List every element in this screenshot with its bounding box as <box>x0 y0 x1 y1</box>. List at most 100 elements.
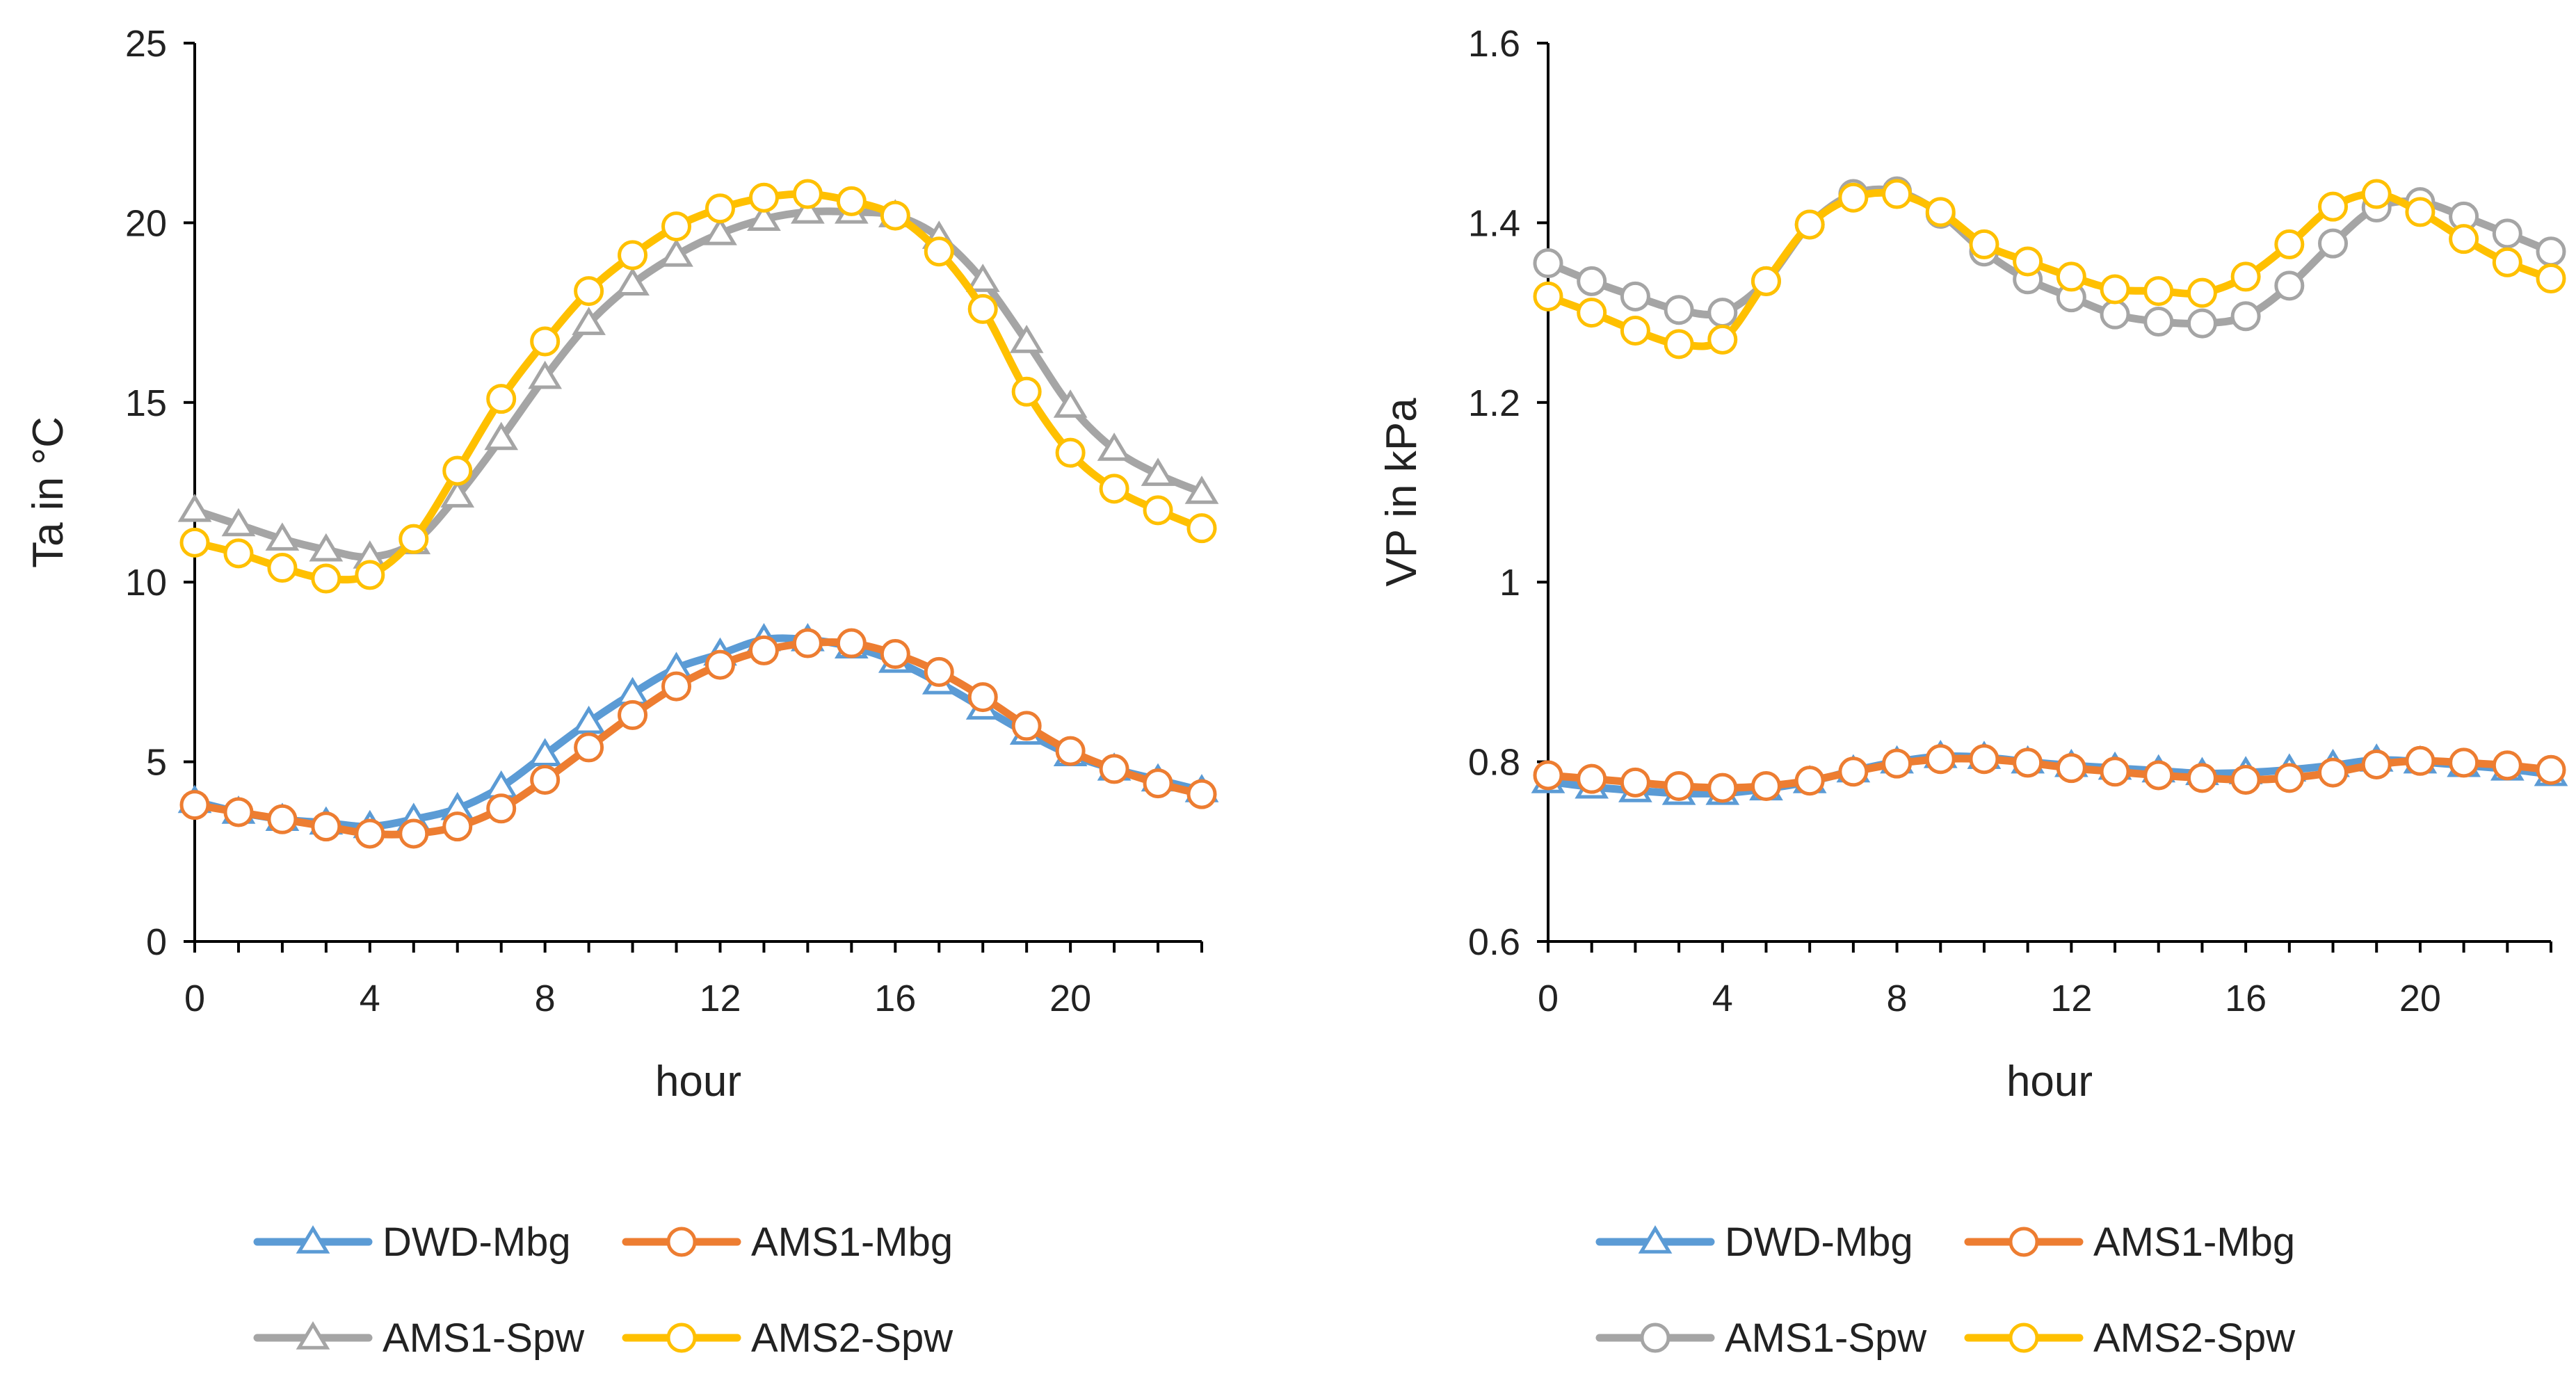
vp-point-ams1-spw <box>1664 295 1694 325</box>
vp-point-ams2-spw <box>2318 191 2349 222</box>
ta-point-ams1-mbg <box>924 656 954 687</box>
vp-point-ams1-spw <box>2274 270 2305 301</box>
ta-x-tick-label: 16 <box>874 978 916 1019</box>
vp-point-ams1-mbg <box>1794 766 1825 796</box>
vp-point-ams2-spw <box>1577 298 1607 328</box>
ta-point-ams1-spw <box>791 195 825 224</box>
ta-point-ams1-spw <box>1053 389 1088 418</box>
ta-point-ams1-mbg <box>574 732 604 763</box>
vp-point-ams2-spw <box>2187 277 2217 308</box>
ta-point-ams1-mbg <box>880 639 910 670</box>
ta-point-ams1-spw <box>221 508 256 537</box>
vp-point-ams2-spw <box>2536 264 2566 294</box>
chart-panel-temperature: 0 5 10 15 20 25 0 4 8 12 16 20 hour Ta in °C <box>24 23 1219 1106</box>
ta-point-ams1-mbg <box>792 628 823 658</box>
vp-point-ams1-mbg <box>1750 770 1781 801</box>
vp-legend-label: AMS1-Spw <box>1725 1316 1927 1361</box>
ta-point-ams1-spw <box>265 522 300 551</box>
vp-point-ams1-mbg <box>2187 763 2217 793</box>
vp-point-ams2-spw <box>2405 197 2436 227</box>
ta-point-ams1-mbg <box>1011 711 1042 741</box>
ta-legend-marker <box>666 1227 697 1257</box>
ta-point-ams1-mbg <box>223 797 254 827</box>
ta-line-dwd-mbg <box>191 634 1206 831</box>
ta-point-ams1-mbg <box>1186 779 1217 809</box>
ta-x-tick-label: 20 <box>1049 978 1091 1019</box>
vp-point-ams1-mbg <box>2449 747 2479 778</box>
ta-line-ams2-spw <box>191 190 1206 584</box>
ta-point-ams2-spw <box>574 276 604 307</box>
vp-line-ams2-spw <box>1544 188 2555 350</box>
vp-legend-marker <box>1640 1323 1671 1353</box>
ta-point-ams2-spw <box>442 455 473 486</box>
ta-point-ams2-spw <box>311 563 341 594</box>
vp-y-tick-label: 1.6 <box>1468 23 1520 65</box>
vp-point-ams1-mbg <box>1838 757 1869 787</box>
vp-point-ams1-mbg <box>2056 753 2086 784</box>
vp-y-tick-label: 0.8 <box>1468 742 1520 784</box>
vp-legend-item-dwd-mbg: DWD-Mbg <box>1595 1220 1913 1265</box>
ta-point-ams1-mbg <box>311 811 341 842</box>
ta-legend-marker <box>296 1321 330 1350</box>
ta-point-dwd-mbg <box>572 705 606 734</box>
vp-point-ams1-spw <box>2230 301 2261 332</box>
ta-legend-label: AMS1-Mbg <box>751 1220 953 1265</box>
ta-x-tick-label: 4 <box>360 978 380 1019</box>
legend-temperature: DWD-Mbg AMS1-Mbg AMS1-Spw AMS2-Spw <box>253 1220 953 1361</box>
ta-y-tick-label: 20 <box>125 202 167 244</box>
vp-point-ams2-spw <box>1750 266 1781 296</box>
vp-point-ams2-spw <box>1925 197 1956 227</box>
ta-legend-item-ams1-spw: AMS1-Spw <box>253 1316 585 1361</box>
vp-y-tick-label: 1.4 <box>1468 202 1520 244</box>
ta-point-dwd-mbg <box>528 738 563 767</box>
vp-y-tick-label: 1 <box>1499 562 1520 604</box>
vp-legend-marker <box>2009 1227 2039 1257</box>
ta-point-ams1-spw <box>572 307 606 335</box>
vp-point-ams2-spw <box>2056 261 2086 292</box>
ta-point-ams1-spw <box>309 533 344 562</box>
vp-line-ams1-spw <box>1544 185 2555 328</box>
vp-legend-label: DWD-Mbg <box>1725 1220 1913 1265</box>
ta-line-ams1-mbg <box>191 638 1206 839</box>
ta-point-ams2-spw <box>748 182 779 213</box>
ta-point-ams1-mbg <box>486 793 517 824</box>
ta-point-ams1-mbg <box>661 671 692 702</box>
vp-y-axis-title: VP in kPa <box>1378 398 1426 587</box>
ta-point-ams1-mbg <box>179 790 210 820</box>
vp-point-ams1-spw <box>2536 236 2566 267</box>
ta-point-ams1-mbg <box>1143 768 1173 799</box>
ta-point-ams1-mbg <box>748 635 779 665</box>
ta-point-ams1-mbg <box>618 699 648 730</box>
vp-x-tick-label: 4 <box>1712 978 1733 1019</box>
vp-point-ams1-mbg <box>2318 757 2349 788</box>
ta-point-ams2-spw <box>1011 376 1042 407</box>
ta-legend-item-ams2-spw: AMS2-Spw <box>622 1316 953 1361</box>
vp-point-ams1-mbg <box>2405 745 2436 776</box>
vp-x-tick-label: 16 <box>2225 978 2267 1019</box>
vp-point-ams1-mbg <box>1577 763 1607 794</box>
ta-point-ams1-spw <box>528 360 563 389</box>
vp-y-tick-label: 0.6 <box>1468 921 1520 963</box>
vp-point-ams2-spw <box>2361 179 2392 209</box>
vp-point-ams1-spw <box>2187 308 2217 339</box>
vp-point-ams1-mbg <box>1969 744 1999 775</box>
vp-point-ams1-spw <box>1577 266 1607 296</box>
ta-point-ams2-spw <box>1055 437 1086 468</box>
ta-point-ams1-spw <box>1141 458 1175 486</box>
vp-x-axis-title: hour <box>2006 1058 2093 1106</box>
ta-y-axis-title: Ta in °C <box>24 416 72 568</box>
ta-point-ams1-spw <box>177 493 212 522</box>
ta-y-tick-label: 0 <box>146 921 167 963</box>
ta-point-ams2-spw <box>179 527 210 558</box>
vp-point-ams1-mbg <box>2274 763 2305 793</box>
ta-point-ams2-spw <box>967 293 998 324</box>
ta-point-ams1-spw <box>1184 476 1219 504</box>
ta-x-tick-label: 0 <box>184 978 205 1019</box>
vp-point-ams1-mbg <box>2230 764 2261 795</box>
ta-series-dwd-mbg <box>177 623 1219 839</box>
vp-x-tick-label: 20 <box>2399 978 2441 1019</box>
vp-legend-marker <box>1638 1225 1673 1254</box>
vp-point-ams2-spw <box>1969 229 1999 259</box>
vp-point-ams1-mbg <box>1664 770 1694 801</box>
